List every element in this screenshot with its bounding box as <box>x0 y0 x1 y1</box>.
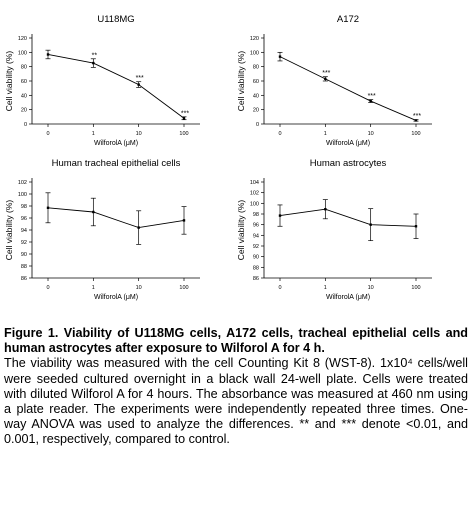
x-tick-label: 10 <box>136 285 142 291</box>
y-tick-label: 96 <box>21 216 27 222</box>
data-point <box>324 77 327 81</box>
y-tick-label: 40 <box>253 93 259 99</box>
caption-body: The viability was measured with the cell… <box>4 356 468 447</box>
y-tick-label: 20 <box>253 108 259 114</box>
y-axis-label: Cell viability (%) <box>236 200 246 261</box>
data-point <box>182 117 186 120</box>
y-tick-label: 100 <box>250 50 259 56</box>
data-point <box>92 61 95 65</box>
x-tick-label: 10 <box>136 131 142 137</box>
x-tick-label: 1 <box>92 131 95 137</box>
data-point <box>278 214 282 217</box>
x-axis-label: WilforolA (μM) <box>326 294 370 301</box>
y-tick-label: 102 <box>18 180 27 186</box>
y-tick-label: 104 <box>250 180 259 186</box>
y-tick-label: 92 <box>21 240 27 246</box>
data-point <box>414 225 418 228</box>
x-tick-label: 10 <box>368 131 374 137</box>
y-tick-label: 120 <box>18 36 27 42</box>
y-tick-label: 80 <box>253 65 259 71</box>
y-tick-label: 88 <box>253 265 259 271</box>
x-tick-label: 10 <box>368 285 374 291</box>
y-tick-label: 100 <box>250 201 259 207</box>
chart-title: Human astrocytes <box>310 158 387 169</box>
data-point <box>137 226 140 229</box>
chart-title: U118MG <box>97 14 134 25</box>
significance-label: *** <box>322 70 330 77</box>
y-axis-label: Cell viability (%) <box>236 51 246 112</box>
x-tick-label: 1 <box>92 285 95 291</box>
y-tick-label: 90 <box>253 255 259 261</box>
y-tick-label: 100 <box>18 50 27 56</box>
significance-label: *** <box>368 93 376 100</box>
data-line <box>279 208 417 227</box>
significance-label: *** <box>181 110 189 117</box>
significance-label: *** <box>413 113 421 120</box>
data-point <box>92 210 95 214</box>
x-tick-label: 0 <box>46 285 49 291</box>
data-point <box>369 99 372 103</box>
y-tick-label: 90 <box>21 252 27 258</box>
y-tick-label: 88 <box>21 264 27 270</box>
data-point <box>369 223 372 226</box>
x-tick-label: 100 <box>179 285 188 291</box>
y-tick-label: 102 <box>250 191 259 197</box>
data-point <box>324 208 327 211</box>
y-tick-label: 98 <box>21 204 27 210</box>
chart-title: A172 <box>337 14 359 25</box>
y-tick-label: 40 <box>21 93 27 99</box>
data-point <box>414 119 418 122</box>
chart-title: Human tracheal epithelial cells <box>52 158 181 169</box>
x-tick-label: 100 <box>411 285 420 291</box>
y-tick-label: 94 <box>253 233 259 239</box>
y-tick-label: 92 <box>253 244 259 250</box>
y-tick-label: 0 <box>24 122 27 128</box>
x-tick-label: 0 <box>46 131 49 137</box>
y-tick-label: 60 <box>21 79 27 85</box>
y-tick-label: 120 <box>250 36 259 42</box>
y-tick-label: 60 <box>253 79 259 85</box>
data-line <box>279 56 417 121</box>
data-line <box>47 54 185 119</box>
y-tick-label: 100 <box>18 192 27 198</box>
caption: Figure 1. Viability of U118MG cells, A17… <box>4 326 468 448</box>
x-tick-label: 1 <box>324 131 327 137</box>
y-tick-label: 96 <box>253 223 259 229</box>
y-axis-label: Cell viability (%) <box>4 51 14 112</box>
y-tick-label: 86 <box>21 276 27 282</box>
x-tick-label: 100 <box>179 131 188 137</box>
data-point <box>46 206 50 209</box>
data-point <box>278 55 282 58</box>
y-tick-label: 0 <box>256 122 259 128</box>
x-tick-label: 1 <box>324 285 327 291</box>
x-axis-label: WilforolA (μM) <box>94 140 138 147</box>
data-point <box>46 53 50 56</box>
caption-title: Figure 1. Viability of U118MG cells, A17… <box>4 326 468 356</box>
significance-label: ** <box>92 52 98 59</box>
x-tick-label: 0 <box>278 131 281 137</box>
x-tick-label: 0 <box>278 285 281 291</box>
y-tick-label: 20 <box>21 108 27 114</box>
data-line <box>47 207 185 229</box>
y-tick-label: 86 <box>253 276 259 282</box>
significance-label: *** <box>136 75 144 82</box>
y-tick-label: 80 <box>21 65 27 71</box>
x-axis-label: WilforolA (μM) <box>326 140 370 147</box>
x-tick-label: 100 <box>411 131 420 137</box>
x-axis-label: WilforolA (μM) <box>94 294 138 301</box>
y-axis-label: Cell viability (%) <box>4 200 14 261</box>
data-point <box>182 219 186 222</box>
data-point <box>137 83 140 86</box>
y-tick-label: 98 <box>253 212 259 218</box>
y-tick-label: 94 <box>21 228 27 234</box>
